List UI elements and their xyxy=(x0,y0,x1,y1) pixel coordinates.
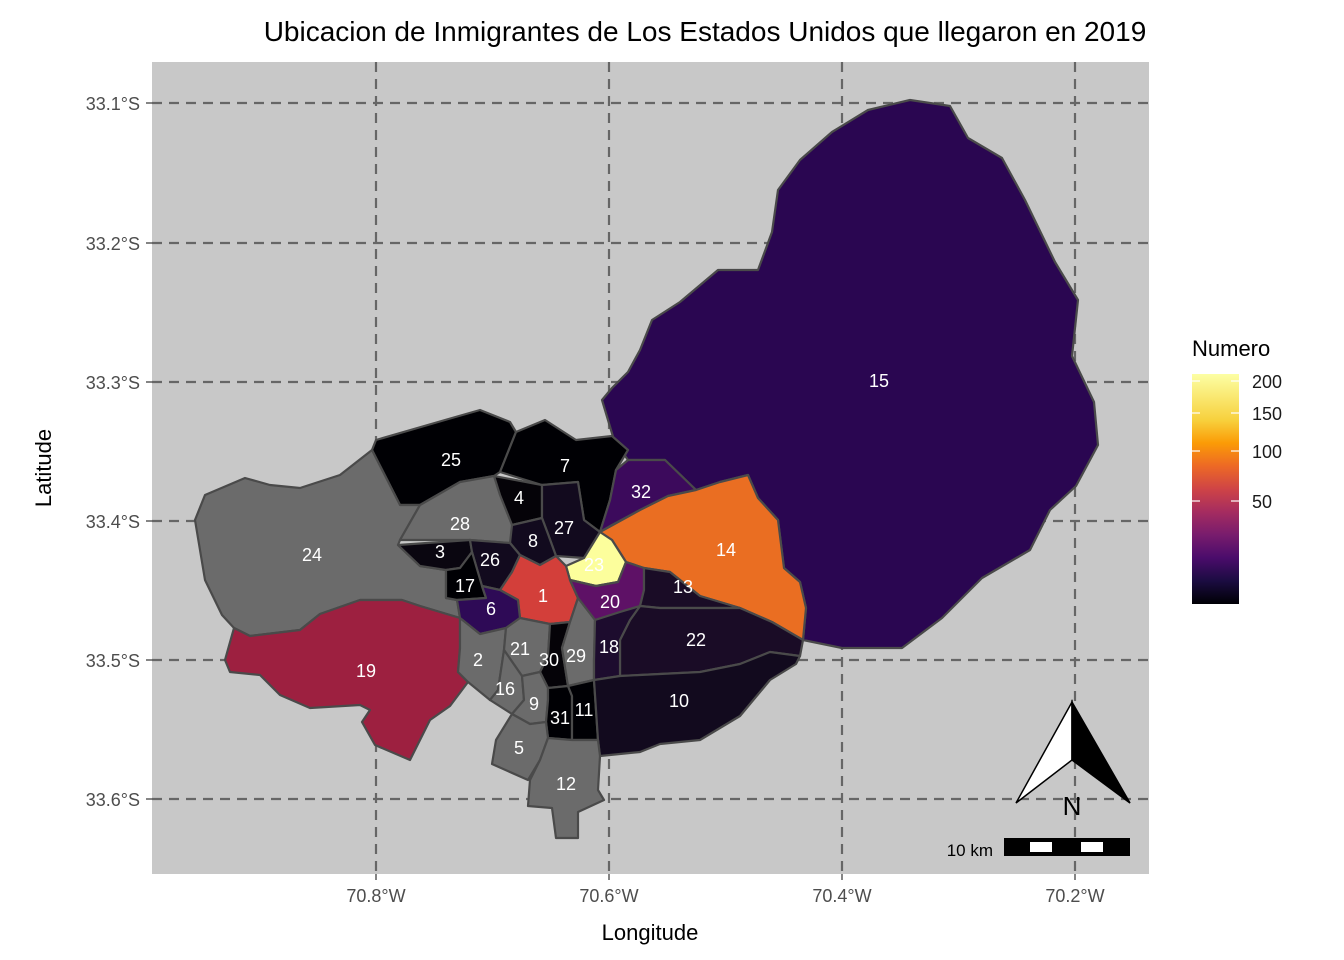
y-tick-label: 33.3°S xyxy=(86,373,140,393)
region-label: 4 xyxy=(514,488,524,508)
x-tick-label: 70.6°W xyxy=(579,886,638,906)
region-label: 6 xyxy=(486,599,496,619)
region-label: 12 xyxy=(556,774,576,794)
region-label: 24 xyxy=(302,545,322,565)
region-label: 27 xyxy=(554,518,574,538)
north-label: N xyxy=(1063,791,1082,821)
region-label: 8 xyxy=(528,531,538,551)
scale-bar-segment xyxy=(1081,842,1103,852)
y-tick-label: 33.2°S xyxy=(86,234,140,254)
y-tick-label: 33.5°S xyxy=(86,651,140,671)
y-axis-title: Latitude xyxy=(31,429,56,507)
region-18[interactable] xyxy=(592,604,642,682)
chart-title: Ubicacion de Inmigrantes de Los Estados … xyxy=(264,16,1147,47)
region-label: 23 xyxy=(584,555,604,575)
region-label: 18 xyxy=(599,637,619,657)
region-label: 19 xyxy=(356,661,376,681)
region-label: 15 xyxy=(869,371,889,391)
x-tick-label: 70.2°W xyxy=(1045,886,1104,906)
legend-tick-label: 100 xyxy=(1252,442,1282,462)
legend: Numero 200 150 100 50 xyxy=(1192,336,1282,604)
y-tick-label: 33.6°S xyxy=(86,790,140,810)
x-tick-label: 70.8°W xyxy=(346,886,405,906)
region-label: 20 xyxy=(600,592,620,612)
scale-bar-segment xyxy=(1004,838,1130,856)
legend-tick-label: 200 xyxy=(1252,372,1282,392)
regions xyxy=(193,98,1100,840)
region-label: 5 xyxy=(514,738,524,758)
region-label: 7 xyxy=(560,456,570,476)
region-label: 1 xyxy=(538,586,548,606)
region-label: 2 xyxy=(473,650,483,670)
region-label: 14 xyxy=(716,540,736,560)
region-10[interactable] xyxy=(592,650,802,758)
north-arrow-right-half xyxy=(1071,699,1131,804)
region-label: 16 xyxy=(495,679,515,699)
x-axis: 70.8°W 70.6°W 70.4°W 70.2°W xyxy=(346,874,1105,906)
region-label: 11 xyxy=(575,700,594,720)
legend-colorbar xyxy=(1192,374,1239,604)
region-label: 30 xyxy=(539,650,559,670)
region-labels: 15 25 7 4 32 28 27 24 8 14 3 26 23 17 13… xyxy=(302,371,889,794)
region-label: 21 xyxy=(510,639,530,659)
region-label: 3 xyxy=(435,542,445,562)
region-label: 29 xyxy=(566,646,586,666)
scale-bar: 10 km xyxy=(947,838,1130,860)
legend-title: Numero xyxy=(1192,336,1270,361)
x-tick-label: 70.4°W xyxy=(812,886,871,906)
region-label: 9 xyxy=(529,694,539,714)
region-label: 25 xyxy=(441,450,461,470)
scale-bar-segment xyxy=(1030,842,1052,852)
y-tick-label: 33.4°S xyxy=(86,512,140,532)
north-arrow: N xyxy=(1015,699,1131,821)
region-label: 31 xyxy=(550,708,570,728)
legend-tick-label: 150 xyxy=(1252,404,1282,424)
region-label: 13 xyxy=(673,577,693,597)
x-axis-title: Longitude xyxy=(602,920,699,945)
region-label: 17 xyxy=(455,576,475,596)
y-axis: 33.1°S 33.2°S 33.3°S 33.4°S 33.5°S 33.6°… xyxy=(86,94,152,810)
region-19[interactable] xyxy=(223,598,470,762)
region-label: 26 xyxy=(480,550,500,570)
y-tick-label: 33.1°S xyxy=(86,94,140,114)
region-label: 28 xyxy=(450,514,470,534)
region-label: 32 xyxy=(631,482,651,502)
region-label: 10 xyxy=(669,691,689,711)
region-label: 22 xyxy=(686,630,706,650)
scale-bar-label: 10 km xyxy=(947,841,993,860)
legend-tick-label: 50 xyxy=(1252,492,1272,512)
region-12[interactable] xyxy=(526,736,606,840)
